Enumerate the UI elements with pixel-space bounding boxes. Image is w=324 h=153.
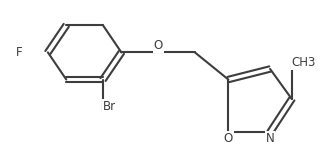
Text: O: O	[224, 132, 233, 145]
Text: Br: Br	[103, 100, 116, 113]
Text: CH3: CH3	[292, 56, 316, 69]
Text: F: F	[16, 46, 23, 59]
Text: N: N	[266, 132, 274, 145]
Text: O: O	[154, 39, 163, 52]
